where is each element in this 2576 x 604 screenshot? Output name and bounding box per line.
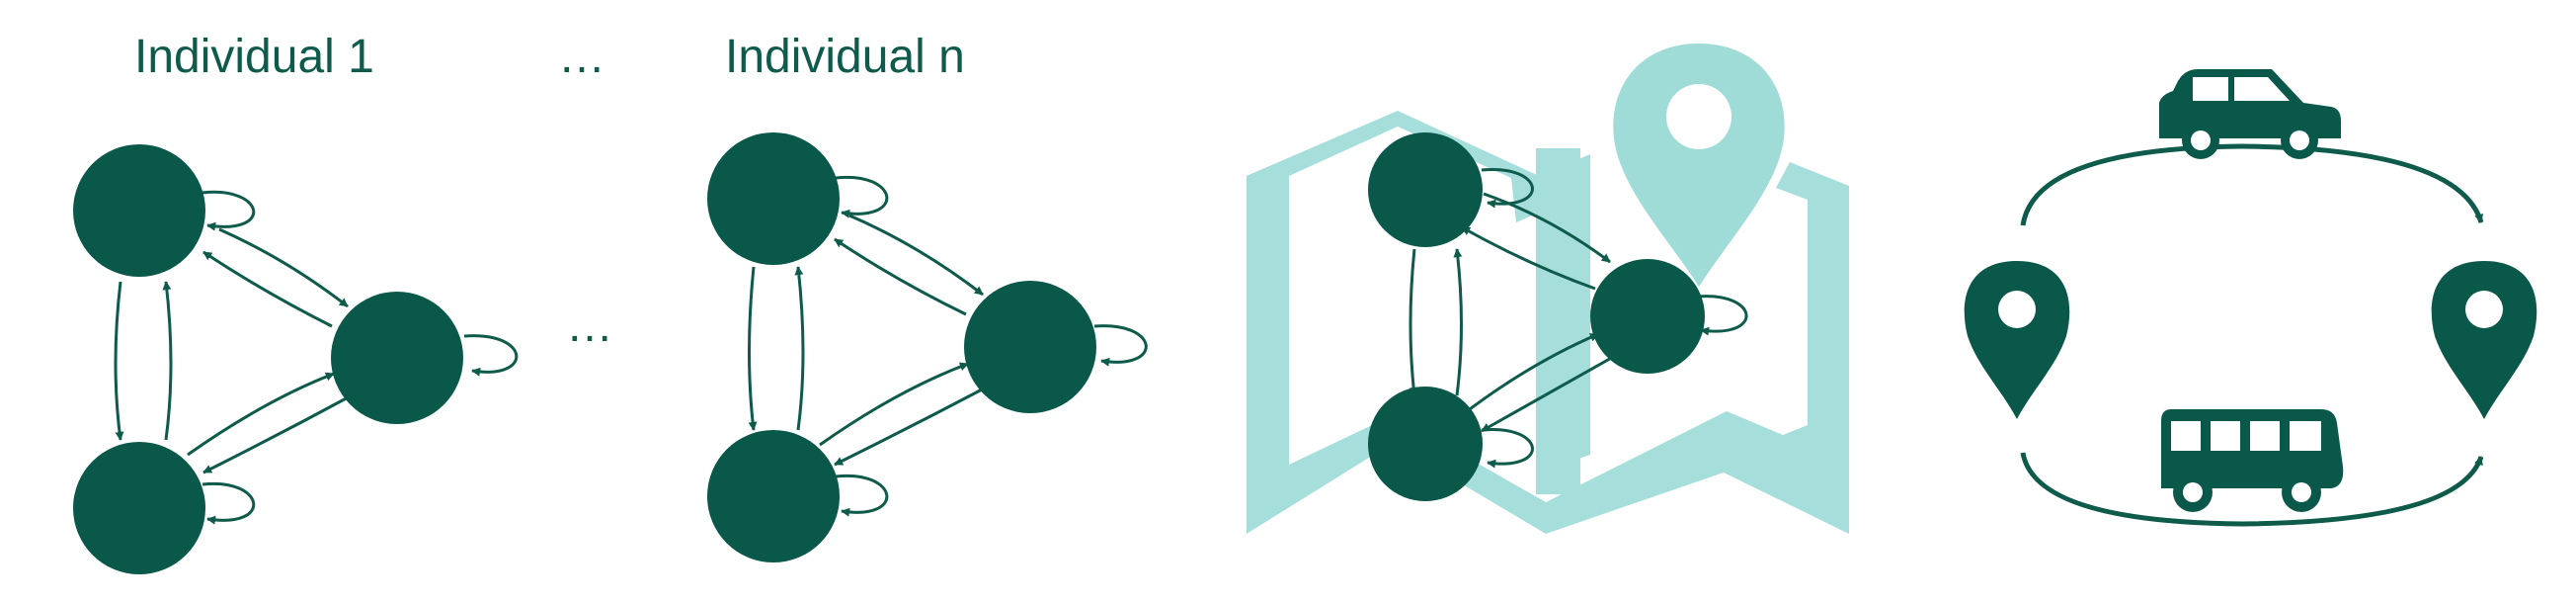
self-loop [1481, 428, 1534, 469]
node [1590, 259, 1705, 374]
individual-1-graph [114, 190, 519, 525]
individual-n-nodes [707, 132, 1096, 562]
edge [202, 250, 333, 328]
edge [162, 281, 173, 441]
edge [1461, 225, 1596, 291]
node [73, 144, 205, 277]
edge [187, 372, 335, 457]
self-loop [835, 175, 889, 218]
node [1368, 387, 1483, 501]
edge [748, 266, 758, 431]
individual-1-nodes [73, 144, 463, 574]
individual-1-label: Individual 1 [134, 31, 374, 83]
ellipsis-middle: … [566, 300, 613, 352]
edge [1461, 332, 1599, 417]
node [707, 430, 840, 562]
location-pin-icon [1613, 43, 1785, 287]
edge [834, 237, 967, 316]
self-loop [201, 190, 256, 231]
individual-n-label: Individual n [725, 31, 965, 83]
ellipsis-top: … [558, 31, 605, 83]
node [1368, 132, 1483, 247]
individual-n-graph [748, 175, 1148, 517]
car-icon [2159, 69, 2341, 159]
self-loop [1481, 168, 1534, 209]
node [73, 442, 205, 574]
node [707, 132, 840, 265]
edge [819, 362, 969, 447]
self-loop [1696, 295, 1748, 336]
edge [1409, 248, 1418, 396]
upper-route [2020, 143, 2484, 226]
route-arcs [2020, 143, 2484, 527]
self-loop [1093, 324, 1148, 367]
edge [1483, 192, 1611, 264]
origin-pin-icon [1964, 261, 2070, 419]
edge [794, 266, 805, 431]
edge [218, 227, 349, 308]
self-loop [463, 334, 519, 377]
self-loop [201, 481, 256, 525]
edge [834, 386, 987, 467]
edge [1481, 354, 1616, 433]
map-graph [1409, 168, 1748, 469]
edge [114, 281, 124, 441]
node [964, 281, 1096, 413]
edge [848, 214, 984, 297]
bus-icon [2161, 409, 2344, 512]
edge [202, 393, 353, 475]
destination-pin-icon [2431, 261, 2537, 419]
node [331, 292, 463, 424]
edge [1453, 248, 1463, 396]
lower-route [2020, 452, 2484, 527]
map-graph-nodes [1368, 132, 1705, 501]
self-loop [835, 474, 889, 517]
